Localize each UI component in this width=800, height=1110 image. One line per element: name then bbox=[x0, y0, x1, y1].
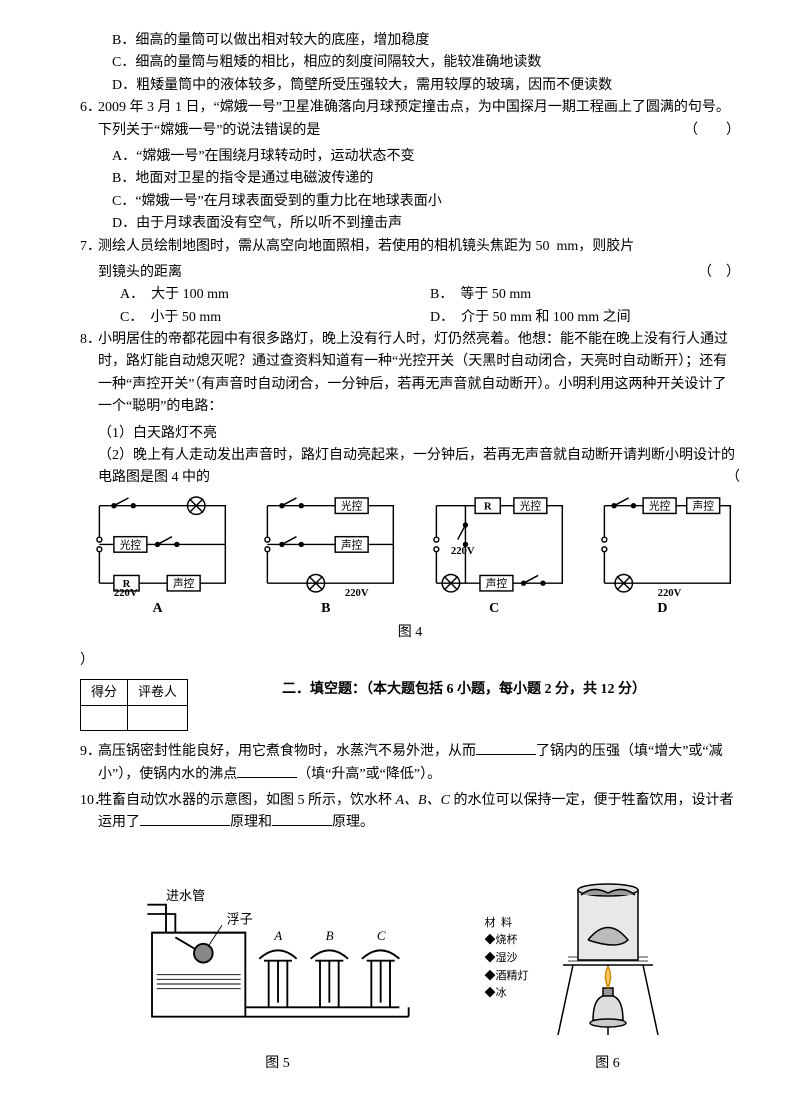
fig6-caption: 图 6 bbox=[533, 1053, 683, 1075]
circuit-d-svg: 光控 声控 220V bbox=[585, 496, 740, 598]
q6-stem: 2009 年 3 月 1 日，“嫦娥一号”卫星准确落向月球预定撞击点，为中国探月… bbox=[98, 100, 730, 137]
q6-c: C．“嫦娥一号”在月球表面受到的重力比在地球表面小 bbox=[80, 191, 740, 213]
q6-a: A．“嫦娥一号”在围绕月球转动时，运动状态不变 bbox=[80, 146, 740, 168]
svg-text:声控: 声控 bbox=[173, 577, 195, 590]
q6-num: 6． bbox=[80, 97, 101, 119]
circuit-c-label: C bbox=[417, 598, 572, 620]
svg-text:220V: 220V bbox=[658, 588, 682, 598]
svg-text:光控: 光控 bbox=[341, 499, 363, 512]
fig5-svg: 进水管 浮子 A B C bbox=[138, 886, 418, 1045]
q9: 9． 高压锅密封性能良好，用它煮食物时，水蒸汽不易外泄，从而了锅内的压强（填“增… bbox=[80, 741, 740, 786]
q9-blank1 bbox=[476, 741, 536, 755]
q8-p1: 小明居住的帝都花园中有很多路灯，晚上没有行人时，灯仍然亮着。他想：能不能在晚上没… bbox=[98, 332, 728, 414]
svg-text:光控: 光控 bbox=[120, 538, 142, 551]
circuit-a-label: A bbox=[80, 598, 235, 620]
fig4-caption: 图 4 bbox=[80, 622, 740, 644]
svg-text:光控: 光控 bbox=[649, 499, 671, 512]
q10-t3: 原理和 bbox=[230, 815, 272, 830]
figure-6: 材 料 ◆烧杯 ◆湿沙 ◆酒精灯 ◆冰 图 6 bbox=[533, 845, 683, 1076]
svg-text:220V: 220V bbox=[114, 588, 138, 598]
q10-blank2 bbox=[272, 812, 332, 826]
svg-text:220V: 220V bbox=[345, 588, 369, 598]
q10-abc: A、B、C bbox=[396, 793, 450, 808]
q9-t3: （填“升高”或“降低”）。 bbox=[297, 767, 441, 782]
q8-p3: （2）晚上有人走动发出声音时，路灯自动亮起来，一分钟后，若再无声音就自动断开请判… bbox=[98, 448, 735, 485]
fig6-ice: ◆冰 bbox=[485, 985, 529, 1003]
fig6-mat: 材 料 bbox=[485, 915, 529, 933]
fig6-beaker: ◆烧杯 bbox=[485, 932, 529, 950]
q7-num: 7． bbox=[80, 236, 101, 258]
circuit-b: 光控 声控 220V B bbox=[248, 496, 403, 620]
q8-paren: （ bbox=[726, 467, 740, 489]
q10: 10． 牲畜自动饮水器的示意图，如图 5 所示，饮水杯 A、B、C 的水位可以保… bbox=[80, 790, 740, 835]
svg-text:A: A bbox=[273, 928, 283, 943]
q6: 6． 2009 年 3 月 1 日，“嫦娥一号”卫星准确落向月球预定撞击点，为中… bbox=[80, 97, 740, 142]
q7: 7． 测绘人员绘制地图时，需从高空向地面照相，若使用的相机镜头焦距为 50 mm… bbox=[80, 236, 740, 258]
svg-text:光控: 光控 bbox=[519, 499, 541, 512]
svg-text:C: C bbox=[376, 928, 385, 943]
score-b: 评卷人 bbox=[128, 679, 188, 705]
q7-c: C． 小于 50 mm bbox=[120, 307, 430, 329]
circuit-c: R 光控 声控 220V C bbox=[417, 496, 572, 620]
figures-5-6: 进水管 浮子 A B C 图 5 bbox=[80, 845, 740, 1076]
score-box: 得分评卷人 bbox=[80, 679, 188, 732]
circuit-b-svg: 光控 声控 220V bbox=[248, 496, 403, 598]
q10-t1: 牲畜自动饮水器的示意图，如图 5 所示，饮水杯 bbox=[98, 793, 396, 808]
svg-text:B: B bbox=[325, 928, 333, 943]
q10-t4: 原理。 bbox=[332, 815, 374, 830]
q6-b: B．地面对卫星的指令是通过电磁波传递的 bbox=[80, 168, 740, 190]
circuit-d: 光控 声控 220V D bbox=[585, 496, 740, 620]
q7-stem1: 测绘人员绘制地图时，需从高空向地面照相，若使用的相机镜头焦距为 50 mm，则胶… bbox=[98, 239, 634, 254]
circuit-b-label: B bbox=[248, 598, 403, 620]
figure-4: 光控 R 声控 220V A 光控 声控 bbox=[80, 496, 740, 620]
figure-5: 进水管 浮子 A B C 图 5 bbox=[138, 886, 418, 1075]
q7-opts-row2: C． 小于 50 mm D． 介于 50 mm 和 100 mm 之间 bbox=[80, 307, 740, 329]
q8-p3-row: （2）晚上有人走动发出声音时，路灯自动亮起来，一分钟后，若再无声音就自动断开请判… bbox=[80, 445, 740, 490]
q8-num: 8． bbox=[80, 329, 101, 351]
svg-text:220V: 220V bbox=[451, 546, 475, 557]
circuit-d-label: D bbox=[585, 598, 740, 620]
q7-stem2-row: 到镜头的距离 （ ） bbox=[80, 262, 740, 284]
q5-opt-c: C．细高的量筒与粗矮的相比，相应的刻度间隔较大，能较准确地读数 bbox=[80, 52, 740, 74]
svg-text:声控: 声控 bbox=[693, 499, 715, 512]
q8: 8． 小明居住的帝都花园中有很多路灯，晚上没有行人时，灯仍然亮着。他想：能不能在… bbox=[80, 329, 740, 419]
circuit-a: 光控 R 声控 220V A bbox=[80, 496, 235, 620]
circuit-c-svg: R 光控 声控 220V bbox=[417, 496, 572, 598]
fig6-labels: 材 料 ◆烧杯 ◆湿沙 ◆酒精灯 ◆冰 bbox=[485, 915, 529, 1003]
svg-text:R: R bbox=[484, 501, 492, 512]
q7-b: B． 等于 50 mm bbox=[430, 284, 740, 306]
svg-text:进水管: 进水管 bbox=[166, 888, 205, 903]
q5-opt-b: B．细高的量筒可以做出相对较大的底座，增加稳度 bbox=[80, 30, 740, 52]
svg-text:浮子: 浮子 bbox=[226, 912, 252, 927]
circuit-a-svg: 光控 R 声控 220V bbox=[80, 496, 235, 598]
q5-opt-d: D．粗矮量筒中的液体较多，筒壁所受压强较大，需用较厚的玻璃，因而不便读数 bbox=[80, 75, 740, 97]
fig6-lamp: ◆酒精灯 bbox=[485, 968, 529, 986]
q6-d: D．由于月球表面没有空气，所以听不到撞击声 bbox=[80, 213, 740, 235]
fig6-sand: ◆湿沙 bbox=[485, 950, 529, 968]
q9-blank2 bbox=[237, 764, 297, 778]
fig6-svg bbox=[533, 845, 683, 1045]
q8-paren-close: ） bbox=[80, 650, 740, 672]
fig5-caption: 图 5 bbox=[138, 1053, 418, 1075]
q7-stem2: 到镜头的距离 bbox=[98, 265, 182, 280]
score-a: 得分 bbox=[81, 679, 128, 705]
q8-p2: （1）白天路灯不亮 bbox=[80, 423, 740, 445]
q7-paren: （ ） bbox=[698, 262, 740, 284]
q10-num: 10． bbox=[80, 790, 108, 812]
q7-d: D． 介于 50 mm 和 100 mm 之间 bbox=[430, 307, 740, 329]
q7-a: A． 大于 100 mm bbox=[120, 284, 430, 306]
q6-paren: （ ） bbox=[684, 120, 740, 142]
q10-blank1 bbox=[140, 812, 230, 826]
q9-num: 9． bbox=[80, 741, 101, 763]
q9-t1: 高压锅密封性能良好，用它煮食物时，水蒸汽不易外泄，从而 bbox=[98, 744, 476, 759]
svg-text:声控: 声控 bbox=[341, 538, 363, 551]
q7-opts-row1: A． 大于 100 mm B． 等于 50 mm bbox=[80, 284, 740, 306]
svg-text:声控: 声控 bbox=[485, 577, 507, 590]
